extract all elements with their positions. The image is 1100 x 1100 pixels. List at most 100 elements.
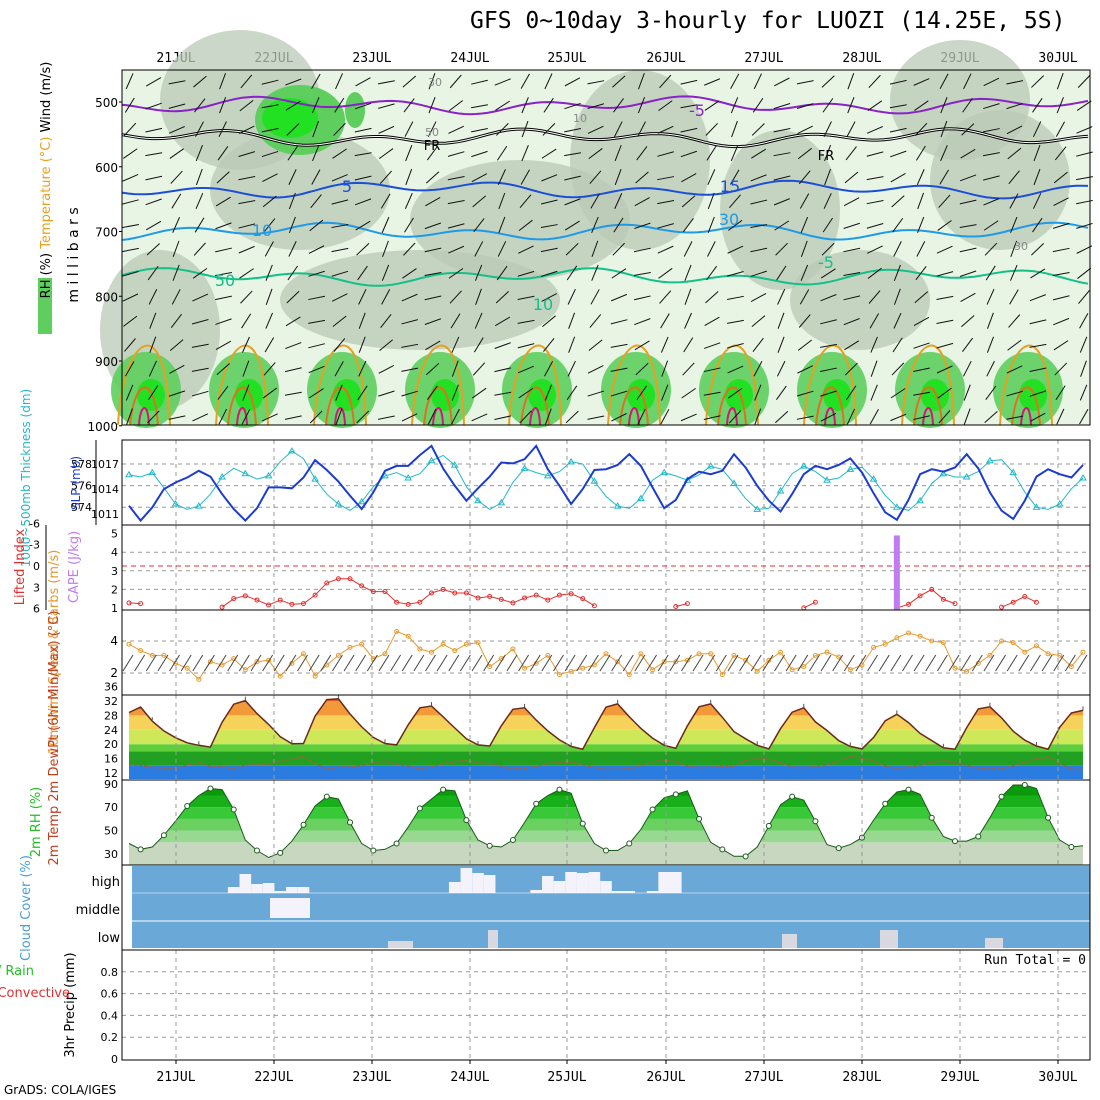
wind-barb: [553, 654, 564, 672]
wind-speed-point: [1033, 643, 1039, 649]
wind-barb: [566, 385, 578, 401]
cape-axis-label: CAPE (J/kg): [67, 531, 82, 603]
wind-barb: [1080, 360, 1087, 377]
wind-barb: [959, 199, 977, 205]
wind-barb: [517, 365, 534, 374]
date-label-bottom: 26JUL: [646, 1070, 685, 1085]
wind-barb: [820, 268, 836, 279]
rh-point: [649, 806, 656, 813]
wind-barb: [960, 292, 976, 303]
wind-barb: [425, 171, 440, 184]
wind-barb: [331, 224, 349, 229]
wind-barb: [218, 121, 227, 137]
cape-tick-label: 5: [111, 528, 118, 541]
wind-barb: [506, 654, 518, 672]
wind-barb: [238, 245, 255, 254]
wind-barb: [610, 319, 628, 325]
wind-barb: [529, 654, 541, 672]
wind-barb: [777, 312, 785, 329]
wind-barb: [1006, 390, 1023, 397]
wind-barb: [591, 264, 599, 281]
cloud-high-bar: [483, 875, 496, 893]
lifted-tick-label: 3: [33, 581, 40, 594]
isotherm-25: [129, 386, 159, 426]
cloud-high-bar: [448, 882, 461, 893]
wind-barb: [878, 654, 890, 672]
wind-barb: [587, 654, 599, 672]
wind-barb: [843, 295, 861, 301]
wind-barb: [704, 654, 716, 672]
wind-barb: [1029, 343, 1047, 348]
wind-speed-point: [487, 664, 493, 670]
wind-barb: [309, 410, 323, 424]
wind-speed-point: [882, 641, 888, 647]
wind-barb: [285, 654, 297, 672]
wind-barb: [404, 193, 413, 209]
wind-barb: [797, 365, 813, 374]
wind-barb: [172, 240, 180, 258]
wind-barb: [424, 222, 442, 230]
rh-point: [789, 793, 796, 800]
y-tick-label: 1000: [87, 420, 118, 434]
wind-barb: [285, 100, 301, 111]
wind-barb: [939, 73, 949, 89]
wind-barb: [1079, 384, 1088, 401]
wind-barb: [366, 654, 378, 672]
wind-barb: [633, 295, 651, 301]
wind-barb: [426, 385, 438, 400]
rh-point: [323, 793, 330, 800]
wind-barb: [494, 415, 512, 420]
slp-tick-label: 1017: [91, 458, 119, 471]
rh-point: [765, 822, 772, 829]
wind-barb: [1018, 654, 1030, 672]
wind-barb: [843, 247, 861, 253]
wind-barb: [308, 270, 325, 277]
cloud-low-bar: [388, 941, 413, 948]
wind-barb: [475, 288, 482, 305]
rh-saturated-area: [262, 98, 318, 138]
isotherm--5: [121, 95, 1089, 116]
isotherm-fr-inner: [121, 128, 1089, 148]
wind-tick-label: 4: [110, 634, 118, 648]
thickness-point: [869, 475, 878, 482]
wind-barb: [425, 340, 441, 351]
wind-barb: [240, 290, 253, 304]
wind-barb: [847, 97, 855, 114]
wind-barb: [447, 223, 465, 229]
contour-label: -5: [818, 253, 834, 272]
wind-barb: [540, 247, 558, 253]
wind-barb: [122, 224, 139, 229]
wind-barb: [215, 295, 232, 301]
wind-barb: [215, 272, 233, 276]
rh-band: [129, 818, 1083, 831]
rh-saturated-area: [333, 379, 361, 411]
temp-band: [129, 698, 1083, 701]
wind-barb: [982, 152, 1000, 157]
wind-barb: [893, 264, 901, 281]
wind-speed-point: [1068, 664, 1074, 670]
wind-barb: [729, 194, 741, 208]
wind-speed-point: [999, 638, 1005, 644]
thickness-point: [776, 487, 785, 494]
wind-barb: [730, 145, 739, 162]
rh-point: [277, 849, 284, 856]
rh-band: [129, 785, 1083, 796]
wind-barb: [403, 98, 415, 113]
date-label-top: 23JUL: [352, 51, 391, 66]
wind-barb: [288, 241, 297, 257]
wind-barb: [750, 270, 767, 277]
wind-speed-point: [987, 652, 993, 658]
temp-tick-label: 20: [104, 738, 118, 751]
wind-barb: [705, 291, 719, 304]
precip-tick-label: 0.8: [101, 966, 119, 979]
wind-barb: [820, 412, 837, 422]
upper-air-frame: [121, 69, 1091, 426]
wind-barb: [962, 98, 973, 113]
wind-barb: [521, 145, 529, 162]
temp-tick-label: 36: [104, 681, 118, 694]
wind-barb: [798, 170, 811, 185]
wind-barb: [242, 360, 250, 377]
wind-barb: [284, 367, 302, 373]
wind-barb: [1078, 290, 1090, 304]
wind-barb: [193, 242, 206, 256]
